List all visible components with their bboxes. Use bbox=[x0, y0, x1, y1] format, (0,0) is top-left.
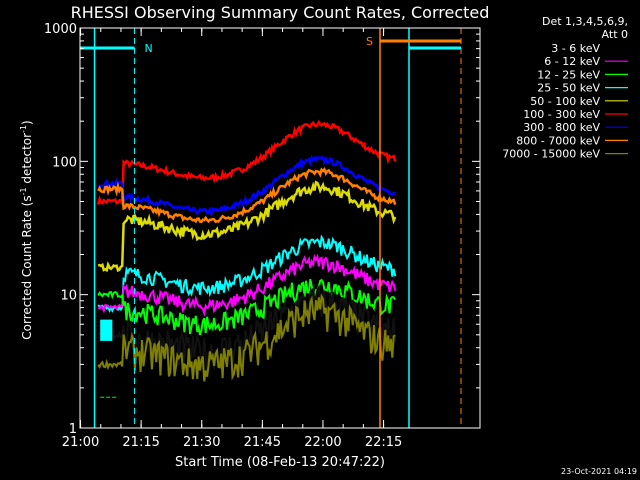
y-tick-label: 1 bbox=[69, 422, 77, 437]
x-tick-label: 22:15 bbox=[365, 435, 402, 450]
legend-header-2: Att 0 bbox=[602, 28, 628, 41]
legend-label: 7000 - 15000 keV bbox=[502, 148, 600, 161]
series-line bbox=[97, 293, 396, 382]
legend-label: 300 - 800 keV bbox=[523, 121, 600, 134]
y-axis-ticks: 1 10 100 1000 bbox=[44, 22, 480, 437]
y-tick-label: 10 bbox=[60, 289, 77, 304]
series-traces bbox=[96, 119, 397, 398]
saa-label: S bbox=[366, 35, 373, 48]
series-line bbox=[97, 180, 397, 273]
series-line bbox=[98, 284, 397, 373]
series-line bbox=[97, 154, 396, 218]
series-line bbox=[97, 278, 397, 336]
series-line bbox=[97, 234, 397, 313]
legend-label: 6 - 12 keV bbox=[544, 55, 600, 68]
legend-label: 50 - 100 keV bbox=[530, 95, 600, 108]
series-line bbox=[97, 253, 397, 317]
night-label: N bbox=[145, 42, 153, 55]
series-block bbox=[100, 319, 113, 341]
y-axis-label: Corrected Count Rate (s-1 detector-1) bbox=[19, 120, 34, 339]
chart-title: RHESSI Observing Summary Count Rates, Co… bbox=[71, 3, 490, 22]
legend-label: 12 - 25 keV bbox=[537, 68, 600, 81]
x-tick-label: 21:45 bbox=[244, 435, 281, 450]
legend-label: 25 - 50 keV bbox=[537, 82, 600, 95]
x-axis-ticks: 21:00 21:15 21:30 21:45 22:00 22:15 bbox=[62, 28, 402, 450]
x-tick-label: 21:15 bbox=[122, 435, 159, 450]
plot-frame bbox=[79, 27, 481, 429]
series-line bbox=[97, 167, 397, 224]
annotations: NS bbox=[80, 28, 462, 428]
series-line bbox=[96, 119, 397, 205]
legend-label: 800 - 7000 keV bbox=[516, 134, 600, 147]
timestamp: 23-Oct-2021 04:19 bbox=[561, 467, 637, 476]
x-tick-label: 21:30 bbox=[183, 435, 220, 450]
legend-header-1: Det 1,3,4,5,6,9, bbox=[542, 15, 628, 28]
y-tick-label: 100 bbox=[52, 155, 77, 170]
x-axis-label: Start Time (08-Feb-13 20:47:22) bbox=[175, 455, 385, 470]
y-tick-label: 1000 bbox=[44, 22, 77, 37]
legend-label: 3 - 6 keV bbox=[551, 42, 600, 55]
x-tick-label: 22:00 bbox=[304, 435, 341, 450]
legend-label: 100 - 300 keV bbox=[523, 108, 600, 121]
x-tick-label: 21:00 bbox=[62, 435, 99, 450]
